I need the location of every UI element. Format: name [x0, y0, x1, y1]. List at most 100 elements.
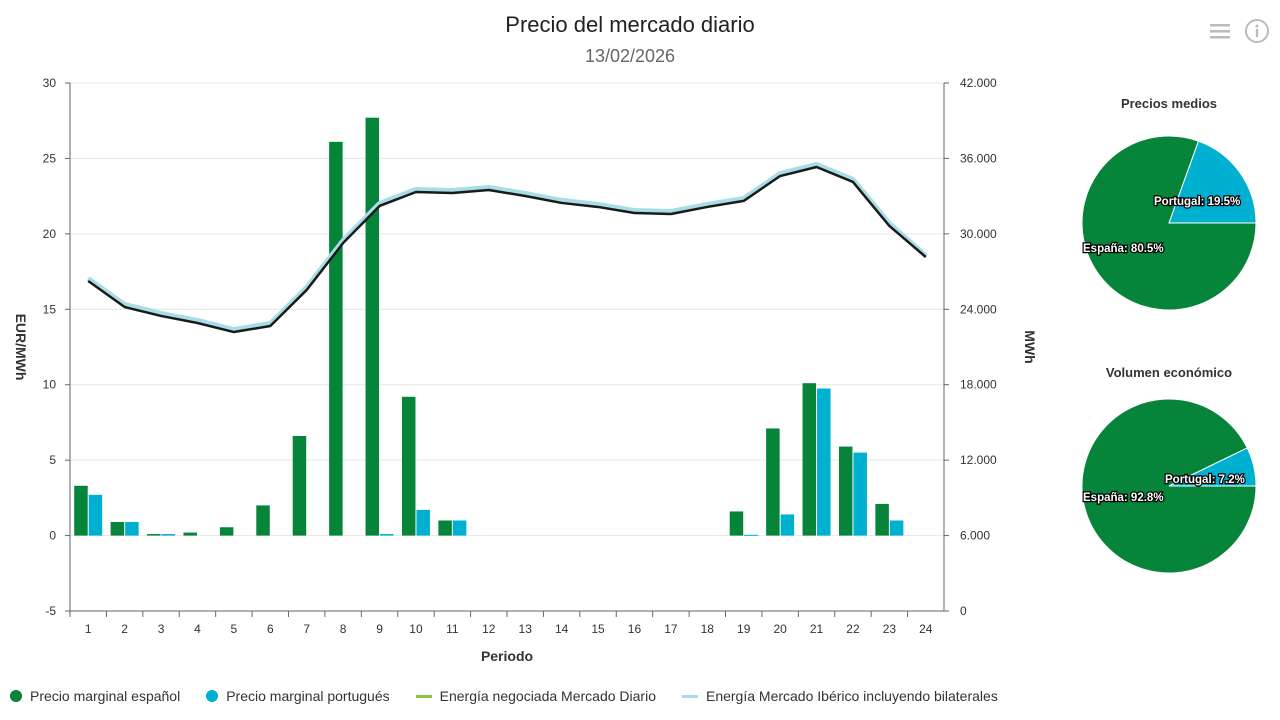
pie-data-label: España: 80.5% [1083, 243, 1164, 255]
x-tick-label: 14 [555, 622, 569, 636]
pie-slice-portugal [1168, 447, 1257, 487]
bar-spain [729, 511, 744, 536]
y2-tick-label: 0 [960, 604, 967, 618]
lightblue-line-icon [681, 694, 698, 698]
y2-tick-label: 18.000 [960, 378, 997, 392]
y2-tick-label: 24.000 [960, 302, 997, 316]
pie-title: Volumen económico [1106, 365, 1232, 380]
pie-charts: Precios medios España: 80.5% Portugal: 19.… [1081, 96, 1257, 574]
legend-label: Energía negociada Mercado Diario [439, 688, 656, 704]
chart-toolbar [1210, 18, 1270, 44]
bar-portugal [380, 534, 394, 536]
legend-item-energy-daily[interactable]: Energía negociada Mercado Diario [415, 688, 656, 704]
y2-tick-label: 42.000 [960, 76, 997, 90]
bar-portugal [88, 494, 103, 536]
y2-tick-label: 36.000 [960, 151, 997, 165]
bar-portugal [125, 521, 139, 536]
y-tick-label: -5 [45, 604, 56, 618]
y-tick-label: 5 [49, 453, 56, 467]
legend-label: Precio marginal portugués [226, 688, 390, 704]
y-tick-label: 10 [43, 378, 57, 392]
x-tick-label: 2 [121, 622, 128, 636]
lines [86, 161, 928, 334]
legend-label: Energía Mercado Ibérico incluyendo bilat… [705, 688, 998, 704]
bar-spain [401, 396, 416, 536]
x-tick-label: 4 [194, 622, 201, 636]
bar-spain [766, 428, 780, 536]
pie-slice-spain [1081, 135, 1257, 311]
line-energy-daily [87, 165, 927, 334]
chart-title: Precio del mercado diario [505, 12, 755, 37]
pie-data-label: Portugal: 19.5% [1154, 196, 1240, 208]
x-tick-label: 17 [664, 622, 678, 636]
x-tick-label: 13 [519, 622, 533, 636]
x-tick-label: 23 [883, 622, 897, 636]
y-axis-label: EUR/MWh [13, 314, 29, 381]
bar-spain [256, 505, 270, 536]
bar-spain [329, 141, 343, 536]
y-tick-label: 0 [49, 529, 56, 543]
x-tick-label: 20 [773, 622, 787, 636]
bar-spain [438, 520, 452, 536]
bar-spain [219, 527, 234, 536]
x-tick-label: 15 [591, 622, 605, 636]
y2-axis-label: MWh [1022, 330, 1038, 363]
x-tick-label: 19 [737, 622, 751, 636]
bar-spain [875, 503, 889, 536]
pie-title: Precios medios [1121, 96, 1217, 111]
info-icon[interactable] [1244, 18, 1270, 44]
axes: -505101520253006.00012.00018.00024.00030… [43, 76, 997, 636]
bar-spain [292, 436, 307, 536]
bar-portugal [452, 520, 467, 536]
bars [74, 117, 904, 536]
legend-label: Precio marginal español [30, 688, 181, 704]
bar-portugal [780, 514, 795, 536]
bar-spain [183, 532, 197, 536]
bar-portugal [161, 534, 176, 536]
y-tick-label: 30 [43, 76, 57, 90]
y-tick-label: 20 [43, 227, 57, 241]
pie-data-label: España: 92.8% [1083, 492, 1164, 504]
line-energy-iberian [86, 161, 928, 333]
x-tick-label: 3 [158, 622, 165, 636]
x-tick-label: 1 [85, 622, 92, 636]
y-tick-label: 25 [43, 151, 57, 165]
x-tick-label: 21 [810, 622, 824, 636]
x-tick-label: 24 [919, 622, 933, 636]
x-tick-label: 22 [846, 622, 860, 636]
legend: Precio marginal español Precio marginal … [10, 688, 998, 704]
x-tick-label: 7 [303, 622, 310, 636]
bar-spain [802, 383, 817, 536]
x-tick-label: 5 [231, 622, 238, 636]
legend-item-spain-price[interactable]: Precio marginal español [10, 688, 180, 704]
y2-tick-label: 30.000 [960, 227, 997, 241]
x-tick-label: 18 [701, 622, 715, 636]
pie-data-label: Portugal: 7.2% [1165, 474, 1245, 486]
x-tick-label: 16 [628, 622, 642, 636]
bar-portugal [889, 520, 904, 536]
x-tick-label: 10 [409, 622, 423, 636]
bar-portugal [416, 509, 430, 536]
legend-item-energy-iberian[interactable]: Energía Mercado Ibérico incluyendo bilat… [681, 688, 998, 704]
blue-dot-icon [206, 690, 219, 702]
hamburger-menu-icon[interactable] [1210, 23, 1230, 39]
y2-tick-label: 6.000 [960, 529, 990, 543]
bar-portugal [744, 534, 758, 536]
x-axis-label: Periodo [481, 648, 533, 664]
green-line-icon [415, 694, 432, 698]
x-tick-label: 8 [340, 622, 347, 636]
bar-spain [147, 534, 161, 536]
legend-item-portugal-price[interactable]: Precio marginal portugués [206, 688, 390, 704]
y-tick-label: 15 [43, 302, 57, 316]
x-tick-label: 11 [446, 622, 459, 636]
y2-tick-label: 12.000 [960, 453, 997, 467]
bar-spain [110, 521, 125, 536]
green-dot-icon [10, 690, 22, 702]
bar-portugal [817, 388, 831, 536]
x-tick-label: 9 [376, 622, 383, 636]
x-tick-label: 6 [267, 622, 274, 636]
bar-spain [838, 446, 853, 536]
main-chart: -505101520253006.00012.00018.00024.00030… [13, 76, 1257, 664]
pie-slice-portugal [1168, 140, 1257, 224]
bar-spain [74, 485, 88, 536]
